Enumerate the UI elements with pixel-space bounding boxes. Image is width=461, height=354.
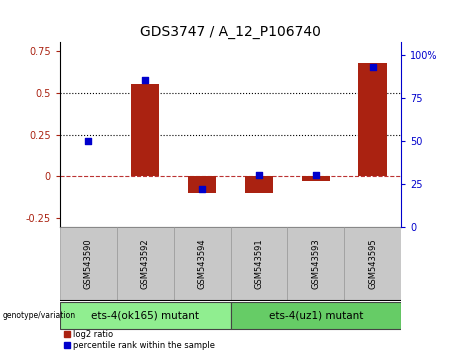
Point [142,78,149,83]
Text: GSM543592: GSM543592 [141,238,150,289]
Text: GSM543595: GSM543595 [368,238,377,289]
Polygon shape [43,308,57,324]
Text: GSM543591: GSM543591 [254,238,263,289]
Bar [60,302,230,330]
Bar [174,227,230,301]
Point [85,138,92,143]
Bar [230,227,287,301]
Text: genotype/variation: genotype/variation [2,312,76,320]
Point [198,186,206,192]
Point [255,172,263,178]
Text: GSM543594: GSM543594 [198,238,207,289]
Title: GDS3747 / A_12_P106740: GDS3747 / A_12_P106740 [140,25,321,39]
Bar [245,176,273,193]
Text: ets-4(uz1) mutant: ets-4(uz1) mutant [269,311,363,321]
Bar [60,227,117,301]
Bar [117,227,174,301]
Bar [131,84,160,176]
Text: GSM543590: GSM543590 [84,238,93,289]
Bar [287,227,344,301]
Bar [301,176,330,181]
Bar [358,63,387,176]
Bar [344,227,401,301]
Point [312,172,319,178]
Text: GSM543593: GSM543593 [311,238,320,289]
Text: ets-4(ok165) mutant: ets-4(ok165) mutant [91,311,199,321]
Bar [188,176,216,193]
Legend: log2 ratio, percentile rank within the sample: log2 ratio, percentile rank within the s… [64,330,215,350]
Bar [230,302,401,330]
Point [369,64,376,69]
